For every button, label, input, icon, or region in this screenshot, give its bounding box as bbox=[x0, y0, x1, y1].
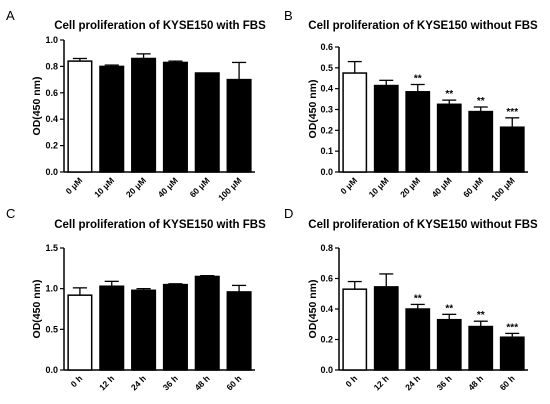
x-tick-label: 20 μM bbox=[398, 175, 422, 199]
x-tick-label: 10 μM bbox=[92, 175, 116, 199]
y-tick-label: 1.0 bbox=[45, 284, 58, 294]
bar bbox=[436, 318, 462, 371]
panel-b: B Cell proliferation of KYSE150 without F… bbox=[284, 8, 538, 203]
bar bbox=[499, 336, 525, 371]
bar bbox=[436, 103, 462, 173]
bar bbox=[131, 289, 157, 371]
y-tick-label: 0.4 bbox=[320, 304, 333, 314]
x-tick-label: 12 h bbox=[372, 373, 391, 392]
bar bbox=[468, 325, 494, 371]
y-tick-label: 0.5 bbox=[320, 63, 333, 73]
y-axis-label: OD(450 nm) bbox=[307, 80, 319, 139]
significance-marker: ** bbox=[414, 74, 422, 85]
bar bbox=[131, 57, 157, 173]
x-tick-label: 20 μM bbox=[124, 175, 148, 199]
bar bbox=[226, 291, 252, 371]
bar bbox=[405, 91, 431, 173]
x-tick-label: 0 h bbox=[343, 373, 359, 389]
x-tick-label: 10 μM bbox=[367, 175, 391, 199]
y-tick-label: 0.6 bbox=[320, 42, 333, 52]
y-tick-label: 0.8 bbox=[320, 243, 333, 253]
x-tick-label: 100 μM bbox=[216, 175, 243, 202]
y-tick-label: 0.4 bbox=[45, 114, 58, 124]
y-tick-label: 0.2 bbox=[45, 141, 58, 151]
bar bbox=[162, 283, 188, 371]
bar bbox=[468, 110, 494, 173]
panel-letter: C bbox=[6, 206, 15, 221]
bar bbox=[99, 285, 125, 371]
x-tick-label: 60 μM bbox=[461, 175, 485, 199]
y-tick-label: 0.0 bbox=[45, 365, 58, 375]
x-tick-label: 12 h bbox=[97, 373, 116, 392]
x-tick-label: 40 μM bbox=[156, 175, 180, 199]
bar bbox=[405, 308, 431, 371]
x-tick-label: 100 μM bbox=[489, 175, 516, 202]
bar bbox=[342, 288, 368, 371]
x-tick-label: 36 h bbox=[161, 373, 180, 392]
bar bbox=[99, 65, 125, 173]
panel-letter: D bbox=[284, 206, 293, 221]
chart-title: Cell proliferation of KYSE150 with FBS bbox=[54, 20, 266, 32]
x-tick-label: 60 μM bbox=[188, 175, 212, 199]
significance-marker: ** bbox=[445, 89, 453, 100]
significance-marker: *** bbox=[506, 107, 518, 118]
y-axis-label: OD(450 nm) bbox=[31, 280, 43, 339]
panel-letter: B bbox=[284, 8, 293, 23]
significance-marker: ** bbox=[414, 293, 422, 304]
bar bbox=[67, 294, 93, 371]
chart-title: Cell proliferation of KYSE150 without FB… bbox=[308, 20, 538, 32]
x-tick-label: 0 μM bbox=[64, 175, 85, 196]
significance-marker: ** bbox=[445, 303, 453, 314]
y-tick-label: 0.0 bbox=[320, 365, 333, 375]
panel-a: A Cell proliferation of KYSE150 with FBS O… bbox=[6, 8, 266, 203]
chart-title: Cell proliferation of KYSE150 with FBS bbox=[54, 219, 266, 231]
panel-letter: A bbox=[6, 8, 15, 23]
y-tick-label: 0.2 bbox=[320, 125, 333, 135]
bar bbox=[162, 61, 188, 173]
bar bbox=[373, 84, 399, 173]
y-tick-label: 1.0 bbox=[45, 35, 58, 45]
bar bbox=[67, 60, 93, 173]
significance-marker: *** bbox=[506, 322, 518, 333]
y-tick-label: 0.0 bbox=[45, 167, 58, 177]
y-tick-label: 0.4 bbox=[320, 84, 333, 94]
y-tick-label: 0.5 bbox=[45, 324, 58, 334]
y-tick-label: 0.1 bbox=[320, 146, 333, 156]
x-tick-label: 0 h bbox=[69, 373, 85, 389]
bar bbox=[194, 275, 220, 371]
x-tick-label: 24 h bbox=[403, 373, 422, 392]
y-tick-label: 0.2 bbox=[320, 335, 333, 345]
panel-c: C Cell proliferation of KYSE150 with FBS O… bbox=[6, 206, 266, 392]
x-tick-label: 60 h bbox=[498, 373, 517, 392]
y-axis-label: OD(450 nm) bbox=[31, 77, 43, 136]
y-tick-label: 0.8 bbox=[45, 61, 58, 71]
x-tick-label: 36 h bbox=[435, 373, 454, 392]
x-tick-label: 0 μM bbox=[338, 175, 359, 196]
significance-marker: ** bbox=[477, 96, 485, 107]
bar bbox=[226, 78, 252, 173]
x-tick-label: 48 h bbox=[466, 373, 485, 392]
y-tick-label: 0.3 bbox=[320, 105, 333, 115]
y-tick-label: 0.6 bbox=[45, 88, 58, 98]
bar bbox=[194, 72, 220, 173]
panel-d: D Cell proliferation of KYSE150 without F… bbox=[284, 206, 538, 392]
y-axis-label: OD(450 nm) bbox=[307, 280, 319, 339]
x-tick-label: 48 h bbox=[193, 373, 212, 392]
y-tick-label: 0.6 bbox=[320, 274, 333, 284]
y-tick-label: 1.5 bbox=[45, 243, 58, 253]
y-tick-label: 0.0 bbox=[320, 167, 333, 177]
significance-marker: ** bbox=[477, 310, 485, 321]
bar bbox=[342, 72, 368, 173]
chart-title: Cell proliferation of KYSE150 without FB… bbox=[308, 219, 538, 231]
x-tick-label: 40 μM bbox=[430, 175, 454, 199]
bar bbox=[499, 126, 525, 173]
x-tick-label: 24 h bbox=[129, 373, 148, 392]
x-tick-label: 60 h bbox=[224, 373, 243, 392]
bar bbox=[373, 286, 399, 371]
